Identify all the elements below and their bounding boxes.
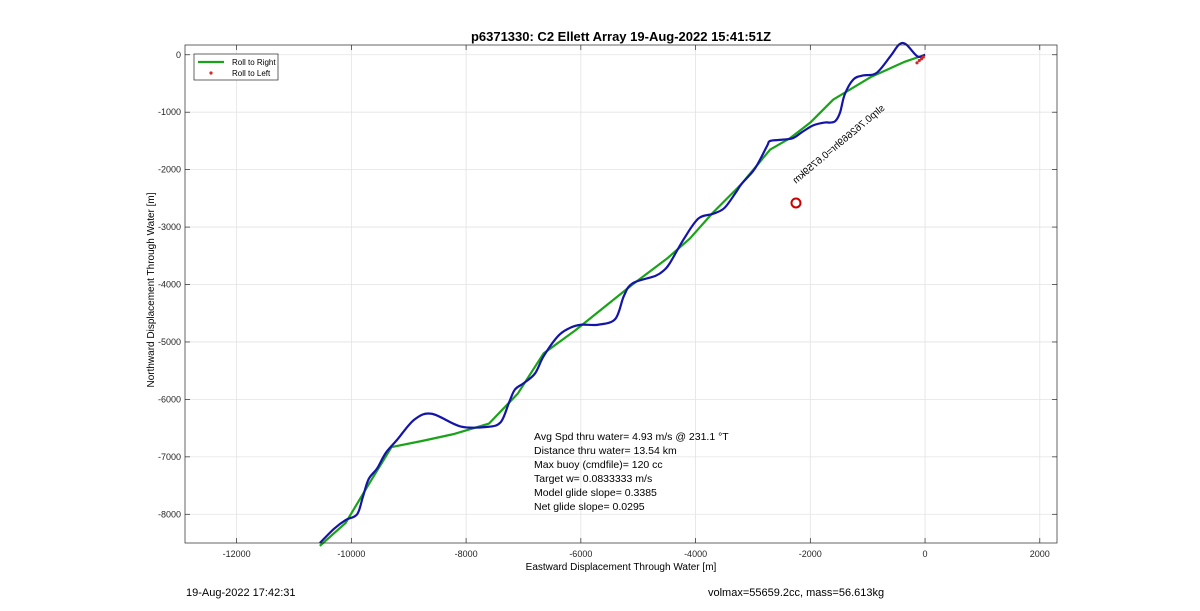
legend-dot-swatch — [209, 71, 213, 75]
x-tick-label: -2000 — [799, 549, 822, 559]
x-tick-label: -4000 — [684, 549, 707, 559]
plot-frame — [184, 44, 1058, 544]
plot-area: slrp0.762669hr=0.6759km — [184, 41, 1058, 547]
footer-volmax-mass: volmax=55659.2cc, mass=56.613kg — [708, 587, 885, 599]
x-tick-label: 0 — [923, 549, 928, 559]
tick-labels: -12000 -10000 -8000 -6000 -4000 -2000 0 2000 0 -1… — [158, 45, 1057, 559]
y-tick-label: -6000 — [158, 394, 181, 404]
y-tick-label: -7000 — [158, 452, 181, 462]
series-roll-to-left-point — [917, 58, 921, 63]
stats-line: Model glide slope= 0.3385 — [534, 487, 657, 499]
x-tick-label: 2000 — [1030, 549, 1050, 559]
stats-line: Net glide slope= 0.0295 — [534, 501, 645, 513]
y-tick-label: -2000 — [158, 165, 181, 175]
stats-line: Distance thru water= 13.54 km — [534, 445, 677, 457]
y-tick-label: -4000 — [158, 280, 181, 290]
y-tick-label: 0 — [176, 50, 181, 60]
footer-timestamp: 19-Aug-2022 17:42:31 — [186, 587, 296, 599]
legend-entry-label: Roll to Right — [232, 58, 276, 67]
series-track-line — [319, 41, 926, 544]
x-tick-label: -12000 — [223, 549, 251, 559]
stats-text-block: Avg Spd thru water= 4.93 m/s @ 231.1 °T D… — [534, 431, 729, 513]
stats-line: Avg Spd thru water= 4.93 m/s @ 231.1 °T — [534, 431, 729, 443]
x-axis-label: Eastward Displacement Through Water [m] — [526, 562, 717, 573]
legend-box — [193, 53, 279, 81]
legend-entry-label: Roll to Left — [232, 69, 271, 78]
series-layer — [319, 41, 926, 547]
marker-circle — [790, 197, 802, 209]
chart-title: p6371330: C2 Ellett Array 19-Aug-2022 15… — [471, 29, 771, 44]
y-tick-label: -3000 — [158, 222, 181, 232]
y-tick-label: -5000 — [158, 337, 181, 347]
y-tick-label: -8000 — [158, 509, 181, 519]
stats-line: Max buoy (cmdfile)= 120 cc — [534, 459, 663, 471]
series-roll-to-left-point — [920, 57, 924, 61]
x-tick-label: -8000 — [455, 549, 478, 559]
x-tick-label: -10000 — [337, 549, 365, 559]
series-roll-to-left-point — [915, 61, 919, 65]
stats-line: Target w= 0.0833333 m/s — [534, 473, 652, 485]
y-axis-label: Northward Displacement Through Water [m] — [146, 192, 157, 387]
x-tick-label: -6000 — [569, 549, 592, 559]
legend: Roll to Right Roll to Left — [193, 53, 279, 81]
y-tick-label: -1000 — [158, 107, 181, 117]
